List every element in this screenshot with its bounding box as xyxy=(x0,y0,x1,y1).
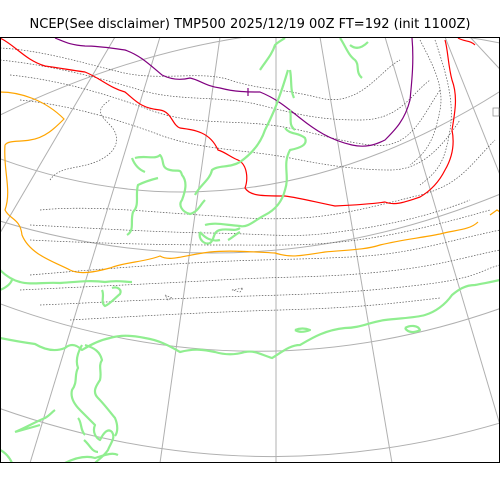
coastline xyxy=(194,69,290,196)
meridian-line xyxy=(469,37,500,70)
isotherm-warm-fragment xyxy=(489,209,500,216)
coastline xyxy=(204,127,307,228)
latitude-line xyxy=(0,193,500,254)
coastline xyxy=(294,327,312,333)
meridian-line xyxy=(29,37,161,463)
coastline xyxy=(199,231,241,242)
latitude-line xyxy=(0,37,500,116)
isotherm-line xyxy=(39,264,500,306)
isotherm-warm xyxy=(0,91,479,274)
edge-marker xyxy=(492,107,500,117)
latitude-line xyxy=(0,407,500,458)
map-title: NCEP(See disclaimer) TMP500 2025/12/19 0… xyxy=(29,17,471,32)
coastline xyxy=(84,343,119,437)
coastline xyxy=(0,278,500,360)
meridian-line xyxy=(384,37,500,426)
isotherm-line xyxy=(69,297,441,321)
map-frame xyxy=(0,37,500,463)
isotherm-line xyxy=(49,99,117,181)
coastline xyxy=(100,286,122,308)
meridian-line xyxy=(319,37,393,463)
isotherm-line xyxy=(29,199,471,236)
coastline xyxy=(0,448,119,463)
latitude-line xyxy=(0,303,500,352)
meridian-line xyxy=(0,37,116,234)
coastline xyxy=(198,227,241,245)
coastline xyxy=(126,153,206,236)
isotherm-line xyxy=(19,249,500,291)
coastline xyxy=(70,344,115,463)
coastline xyxy=(259,37,296,131)
meridian-line xyxy=(159,37,221,463)
coastline xyxy=(14,409,56,434)
isotherm-cold xyxy=(54,37,414,147)
isotherm-line xyxy=(39,139,496,220)
coastline xyxy=(404,324,422,334)
isotherm-line xyxy=(164,294,173,301)
coastlines xyxy=(0,37,500,463)
isotherm-line xyxy=(29,209,491,246)
isotherm-line xyxy=(19,99,461,171)
isotherm-line xyxy=(0,47,401,100)
isotherm-line xyxy=(9,74,441,146)
coastline xyxy=(0,269,133,292)
graticule-latitude xyxy=(0,37,500,458)
isotherm-line xyxy=(419,39,452,186)
coastline xyxy=(339,37,369,79)
latitude-line xyxy=(0,90,500,193)
isotherm-mid-fragment xyxy=(457,37,476,46)
graticule-meridians xyxy=(0,37,500,463)
isotherm-line xyxy=(231,287,244,293)
isotherm-mid xyxy=(0,37,457,207)
isotherm-line xyxy=(409,39,442,166)
